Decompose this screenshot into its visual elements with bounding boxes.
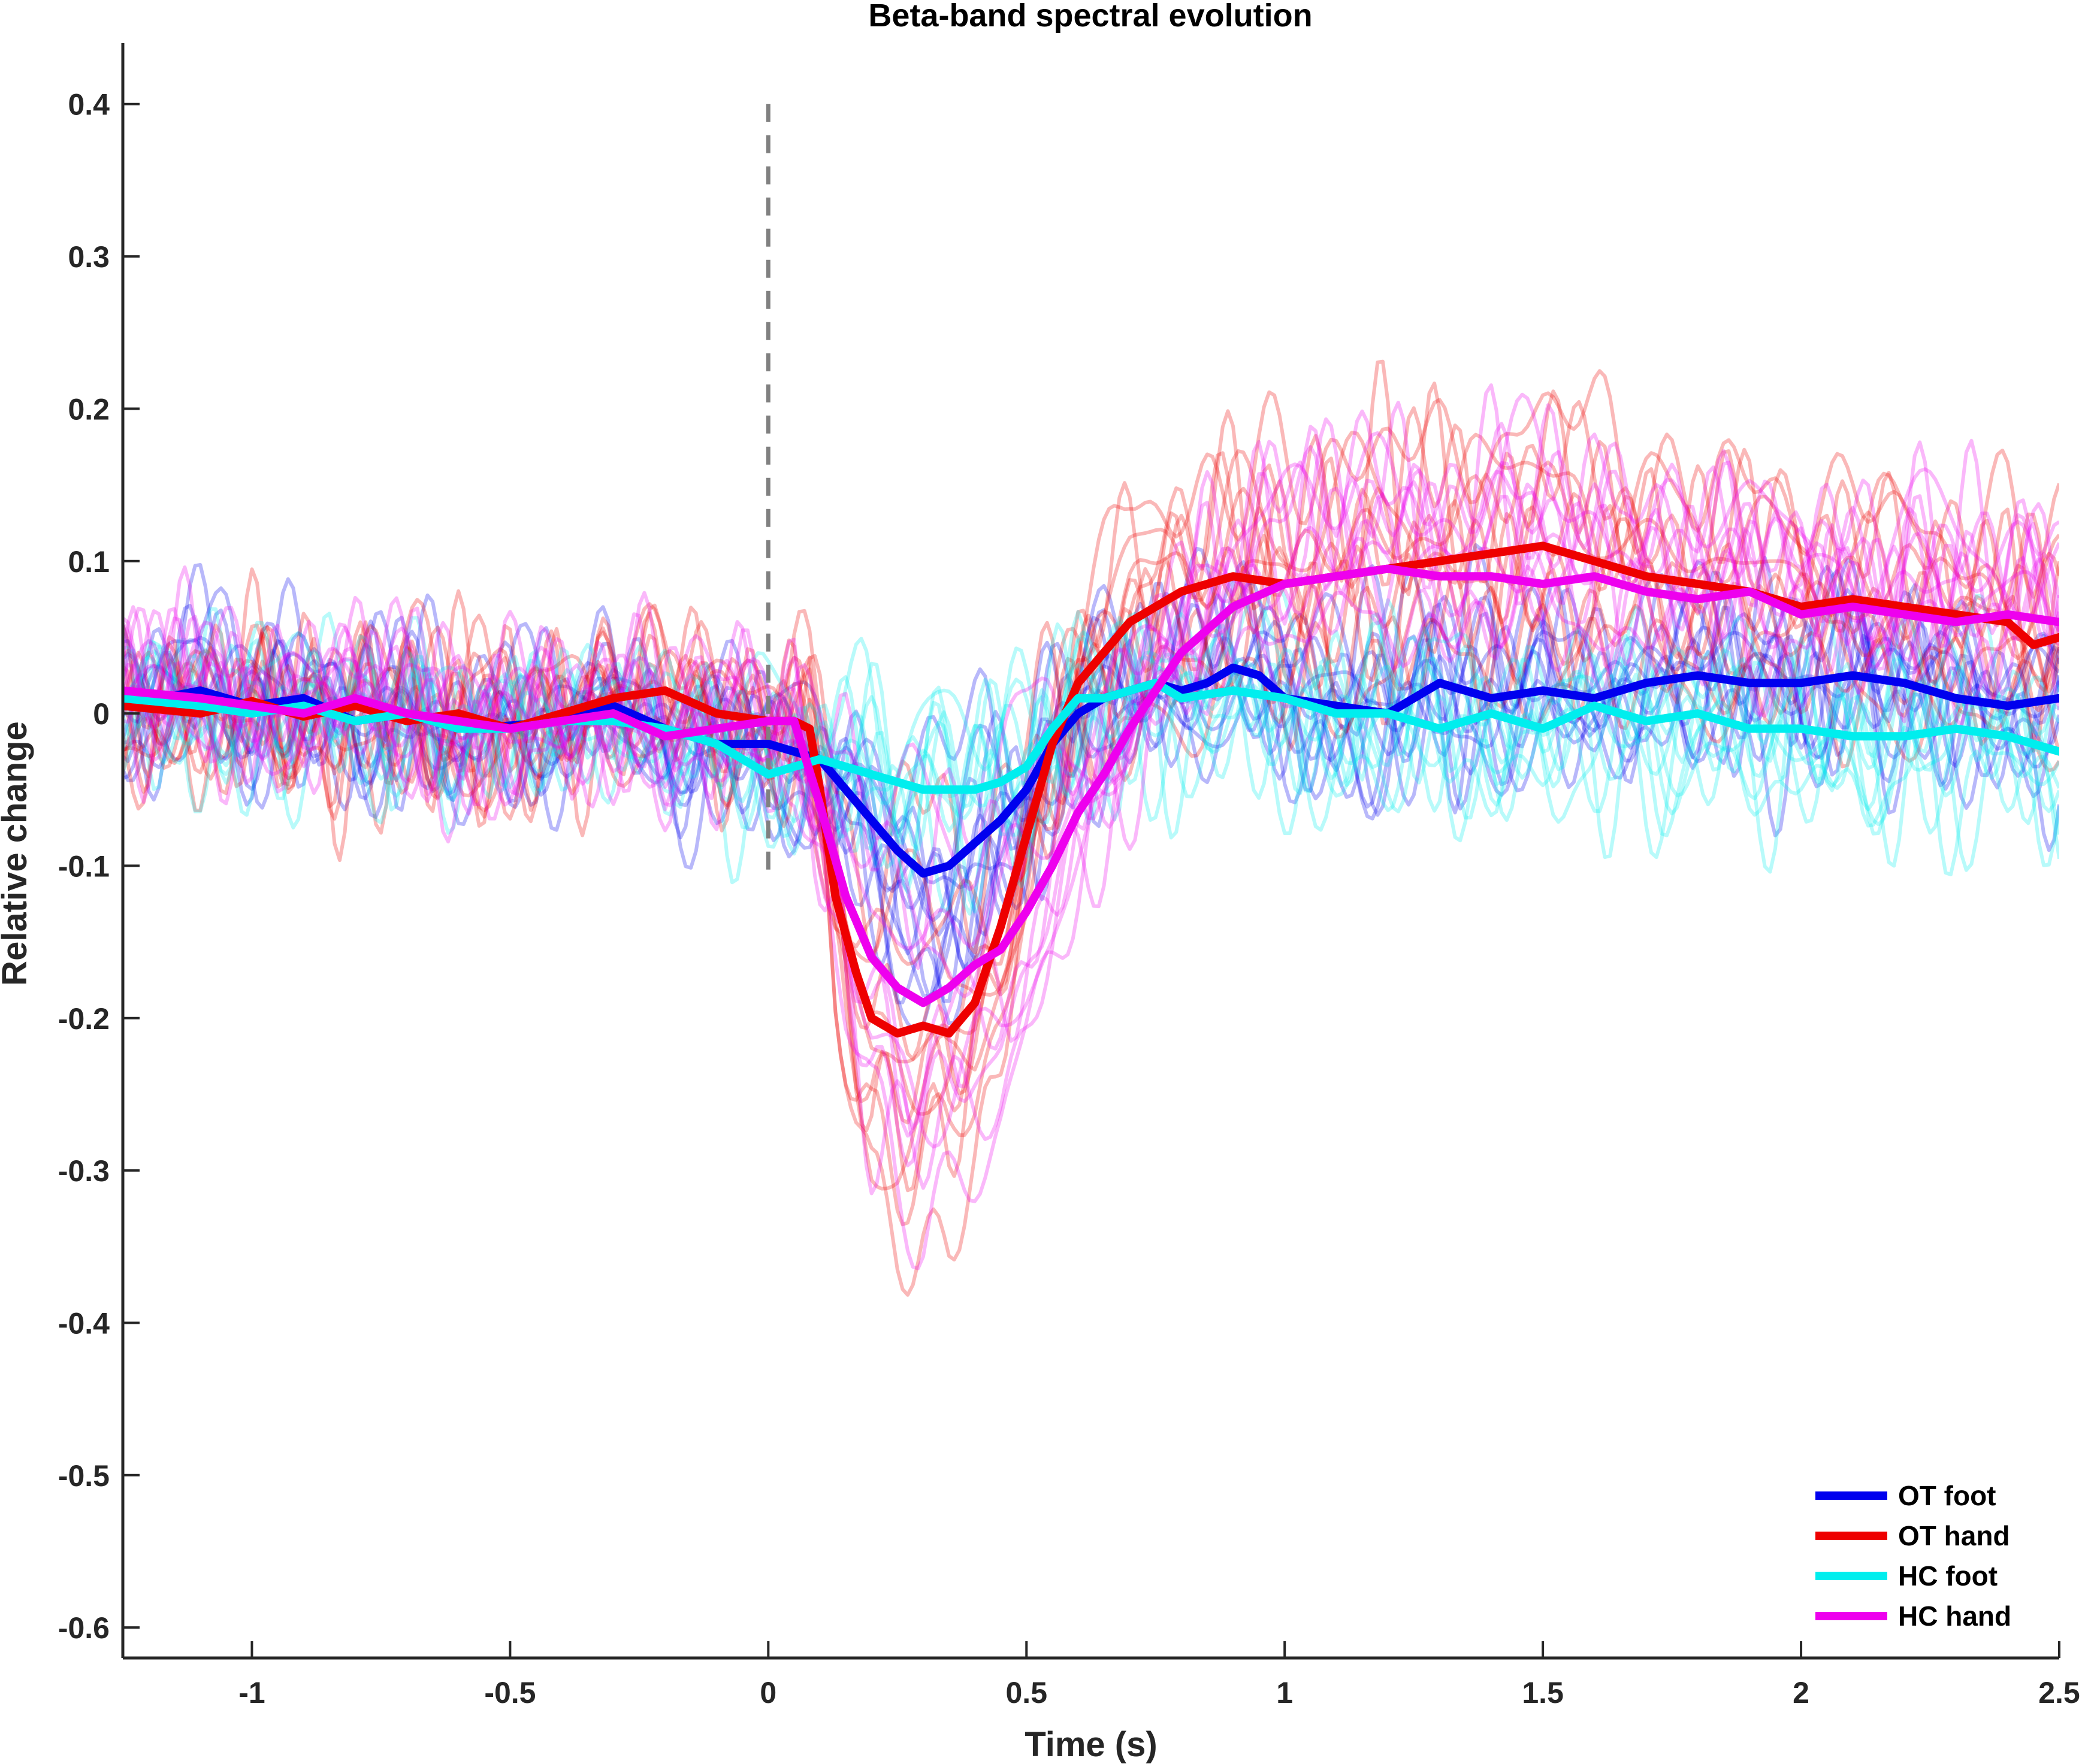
subject-trace-line	[123, 543, 2059, 970]
subject-trace-line	[123, 560, 2059, 1025]
y-tick-label: -0.5	[58, 1459, 110, 1493]
x-tick-label: -1	[238, 1676, 265, 1709]
subject-trace-line	[123, 401, 2059, 1138]
y-tick-label: 0.2	[68, 392, 110, 426]
legend-label: OT hand	[1898, 1520, 2010, 1551]
individual-subject-traces	[123, 359, 2059, 1297]
legend-label: OT foot	[1898, 1480, 1996, 1511]
subject-trace-line	[123, 409, 2059, 1196]
mean-line-hc-hand	[123, 564, 2059, 1007]
y-tick-label: -0.3	[58, 1154, 110, 1188]
subject-trace-line	[123, 480, 2059, 999]
mean-line-hc-foot	[123, 679, 2059, 794]
y-tick-label: -0.1	[58, 849, 110, 883]
y-tick-label: 0.3	[68, 240, 110, 274]
legend-label: HC hand	[1898, 1600, 2011, 1632]
subject-trace-line	[123, 598, 2059, 886]
y-axis-title: Relative change	[0, 721, 34, 986]
subject-trace-line	[123, 577, 2059, 1031]
subject-trace-line	[123, 431, 2059, 1191]
x-ticks: -1 -0.5 0 0.5 1 1.5 2 2.5	[238, 1641, 2080, 1709]
subject-trace-line	[123, 595, 2059, 806]
y-tick-label: 0	[93, 697, 110, 731]
x-tick-label: -0.5	[484, 1676, 536, 1709]
subject-trace-line	[123, 383, 2059, 1270]
y-ticks: 0.4 0.3 0.2 0.1 0 -0.1 -0.2 -0.3 -0.4 -0.5 -0.6	[58, 88, 140, 1645]
x-tick-label: 2	[1793, 1676, 1809, 1709]
x-tick-label: 2.5	[2038, 1676, 2080, 1709]
subject-trace-line	[123, 512, 2059, 1096]
subject-trace-line	[123, 563, 2059, 973]
subject-trace-line	[123, 522, 2059, 970]
x-axis-title: Time (s)	[1025, 1725, 1157, 1764]
x-tick-label: 1.5	[1522, 1676, 1564, 1709]
y-tick-label: -0.2	[58, 1002, 110, 1036]
subject-trace-line	[123, 369, 2059, 1227]
x-tick-label: 0.5	[1006, 1676, 1048, 1709]
subject-trace-line	[123, 582, 2059, 966]
subject-trace-line	[123, 558, 2059, 999]
subject-trace-line	[123, 517, 2059, 997]
x-tick-label: 1	[1276, 1676, 1293, 1709]
y-tick-label: -0.6	[58, 1611, 110, 1645]
subject-trace-line	[123, 607, 2059, 888]
axes	[121, 43, 2059, 1660]
legend-label: HC foot	[1898, 1560, 1998, 1591]
subject-trace-line	[123, 460, 2059, 1064]
chart-title: Beta-band spectral evolution	[868, 0, 1312, 34]
y-tick-label: -0.4	[58, 1306, 110, 1340]
subject-trace-line	[123, 359, 2059, 1297]
y-tick-label: 0.4	[68, 88, 110, 122]
subject-trace-line	[123, 559, 2059, 958]
subject-trace-line	[123, 616, 2059, 916]
mean-series-lines	[123, 541, 2059, 1038]
subject-trace-line	[123, 612, 2059, 914]
x-tick-label: 0	[760, 1676, 776, 1709]
subject-trace-line	[123, 392, 2059, 1149]
subject-trace-line	[123, 526, 2059, 951]
subject-trace-line	[123, 612, 2059, 851]
y-tick-label: 0.1	[68, 545, 110, 579]
legend: OT foot OT hand HC foot HC hand	[1815, 1480, 2011, 1632]
